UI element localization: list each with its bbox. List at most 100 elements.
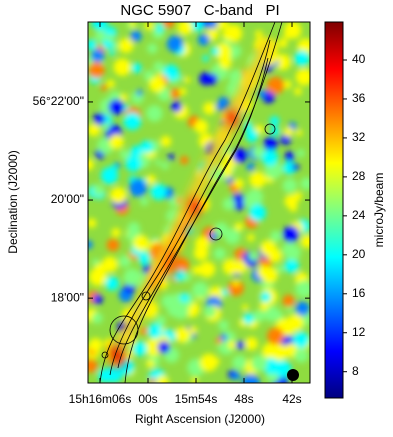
noise-blob bbox=[233, 260, 247, 274]
noise-blob bbox=[224, 228, 241, 245]
noise-blob bbox=[286, 306, 293, 313]
noise-blob bbox=[284, 258, 300, 274]
noise-blob bbox=[146, 174, 156, 185]
noise-blob bbox=[129, 22, 136, 28]
noise-blob bbox=[262, 343, 279, 360]
noise-blob bbox=[209, 232, 218, 241]
noise-blob bbox=[249, 171, 266, 188]
noise-blob bbox=[179, 87, 187, 96]
noise-blob bbox=[92, 184, 105, 196]
noise-blob bbox=[232, 280, 239, 287]
noise-blob bbox=[130, 30, 142, 42]
noise-blob bbox=[215, 101, 225, 111]
noise-blob bbox=[203, 102, 216, 115]
noise-blob bbox=[267, 327, 285, 345]
noise-blob bbox=[189, 326, 198, 335]
image bbox=[88, 22, 310, 383]
noise-blob bbox=[261, 149, 279, 167]
noise-blob bbox=[295, 129, 303, 136]
noise-blob bbox=[168, 197, 178, 207]
y-label: Declination (J2000) bbox=[6, 150, 20, 253]
noise-blob bbox=[278, 38, 288, 48]
noise-blob bbox=[276, 265, 285, 273]
noise-blob bbox=[194, 119, 209, 134]
noise-blob bbox=[125, 155, 142, 172]
noise-blob bbox=[216, 22, 224, 30]
noise-blob bbox=[232, 24, 240, 33]
noise-blob bbox=[286, 314, 304, 332]
noise-blob bbox=[243, 195, 256, 208]
noise-blob bbox=[234, 178, 244, 189]
y-tick-label: 20'00" bbox=[51, 192, 84, 206]
colorbar-tick-label: 28 bbox=[352, 169, 366, 183]
noise-blob bbox=[146, 359, 155, 368]
noise-blob bbox=[229, 51, 238, 60]
noise-blob bbox=[232, 371, 241, 381]
noise-blob bbox=[214, 222, 229, 236]
noise-blob bbox=[242, 313, 255, 325]
noise-blob bbox=[221, 288, 229, 297]
noise-blob bbox=[282, 178, 298, 193]
noise-blob bbox=[167, 304, 180, 317]
noise-blob bbox=[252, 310, 265, 323]
noise-blob bbox=[297, 38, 310, 55]
noise-blob bbox=[254, 124, 264, 134]
noise-blob bbox=[170, 88, 181, 99]
noise-blob bbox=[123, 112, 142, 131]
noise-blob bbox=[123, 268, 141, 287]
x-tick-label: 42s bbox=[282, 392, 301, 406]
noise-blob bbox=[136, 89, 143, 96]
noise-blob bbox=[162, 64, 179, 81]
noise-blob bbox=[88, 218, 97, 228]
noise-blob bbox=[120, 93, 128, 102]
noise-blob bbox=[263, 305, 280, 322]
noise-blob bbox=[102, 256, 118, 273]
noise-blob bbox=[242, 304, 249, 311]
noise-blob bbox=[147, 43, 158, 54]
colorbar-tick-label: 16 bbox=[352, 286, 366, 300]
noise-blob bbox=[296, 149, 305, 158]
noise-blob bbox=[110, 188, 125, 203]
noise-blob bbox=[192, 265, 202, 275]
noise-blob bbox=[131, 62, 142, 74]
noise-blob bbox=[199, 353, 218, 372]
noise-blob bbox=[270, 230, 282, 242]
noise-blob bbox=[199, 72, 213, 86]
colorbar-tick-label: 24 bbox=[352, 208, 366, 222]
noise-blob bbox=[252, 146, 265, 159]
noise-blob bbox=[88, 123, 101, 137]
colorbar bbox=[324, 21, 344, 399]
noise-blob bbox=[284, 194, 299, 209]
noise-blob bbox=[266, 76, 285, 95]
noise-blob bbox=[180, 156, 189, 165]
noise-blob bbox=[283, 80, 292, 89]
colorbar-tick-label: 20 bbox=[352, 247, 366, 261]
noise-blob bbox=[153, 61, 165, 73]
noise-blob bbox=[140, 197, 149, 206]
noise-blob bbox=[174, 326, 191, 343]
noise-blob bbox=[282, 294, 295, 307]
noise-blob bbox=[106, 79, 115, 88]
noise-blob bbox=[160, 135, 172, 147]
x-label: Right Ascension (J2000) bbox=[135, 412, 265, 426]
title: NGC 5907 C-band PI bbox=[120, 2, 279, 19]
noise-blob bbox=[167, 153, 175, 161]
noise-blob bbox=[132, 341, 148, 357]
noise-blob bbox=[89, 268, 107, 286]
noise-blob bbox=[108, 99, 125, 115]
noise-blob bbox=[148, 76, 166, 93]
noise-blob bbox=[138, 253, 151, 266]
noise-blob bbox=[222, 52, 232, 62]
noise-blob bbox=[198, 261, 215, 278]
noise-blob bbox=[251, 355, 268, 372]
contours bbox=[99, 22, 283, 383]
noise-blob bbox=[118, 38, 134, 53]
noise-blob bbox=[284, 22, 302, 39]
noise-blob bbox=[139, 326, 148, 335]
noise-blob bbox=[259, 302, 269, 311]
noise-blob bbox=[229, 69, 245, 85]
noise-blob bbox=[273, 360, 292, 378]
noise-blob bbox=[106, 238, 120, 252]
x-tick-label: 15h16m06s bbox=[69, 392, 132, 406]
